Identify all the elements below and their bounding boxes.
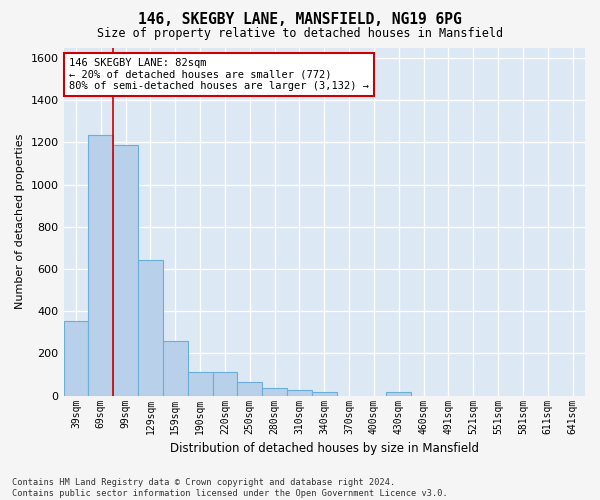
Text: Contains HM Land Registry data © Crown copyright and database right 2024.
Contai: Contains HM Land Registry data © Crown c…	[12, 478, 448, 498]
Text: 146 SKEGBY LANE: 82sqm
← 20% of detached houses are smaller (772)
80% of semi-de: 146 SKEGBY LANE: 82sqm ← 20% of detached…	[69, 58, 369, 91]
Bar	[64, 320, 88, 396]
Bar	[262, 388, 287, 396]
Bar	[113, 144, 138, 396]
X-axis label: Distribution of detached houses by size in Mansfield: Distribution of detached houses by size …	[170, 442, 479, 455]
Bar	[312, 392, 337, 396]
Bar	[138, 260, 163, 396]
Bar	[212, 372, 238, 396]
Bar	[386, 392, 411, 396]
Y-axis label: Number of detached properties: Number of detached properties	[15, 134, 25, 310]
Bar	[238, 382, 262, 396]
Text: Size of property relative to detached houses in Mansfield: Size of property relative to detached ho…	[97, 28, 503, 40]
Bar	[287, 390, 312, 396]
Bar	[163, 341, 188, 396]
Text: 146, SKEGBY LANE, MANSFIELD, NG19 6PG: 146, SKEGBY LANE, MANSFIELD, NG19 6PG	[138, 12, 462, 28]
Bar	[88, 135, 113, 396]
Bar	[188, 372, 212, 396]
